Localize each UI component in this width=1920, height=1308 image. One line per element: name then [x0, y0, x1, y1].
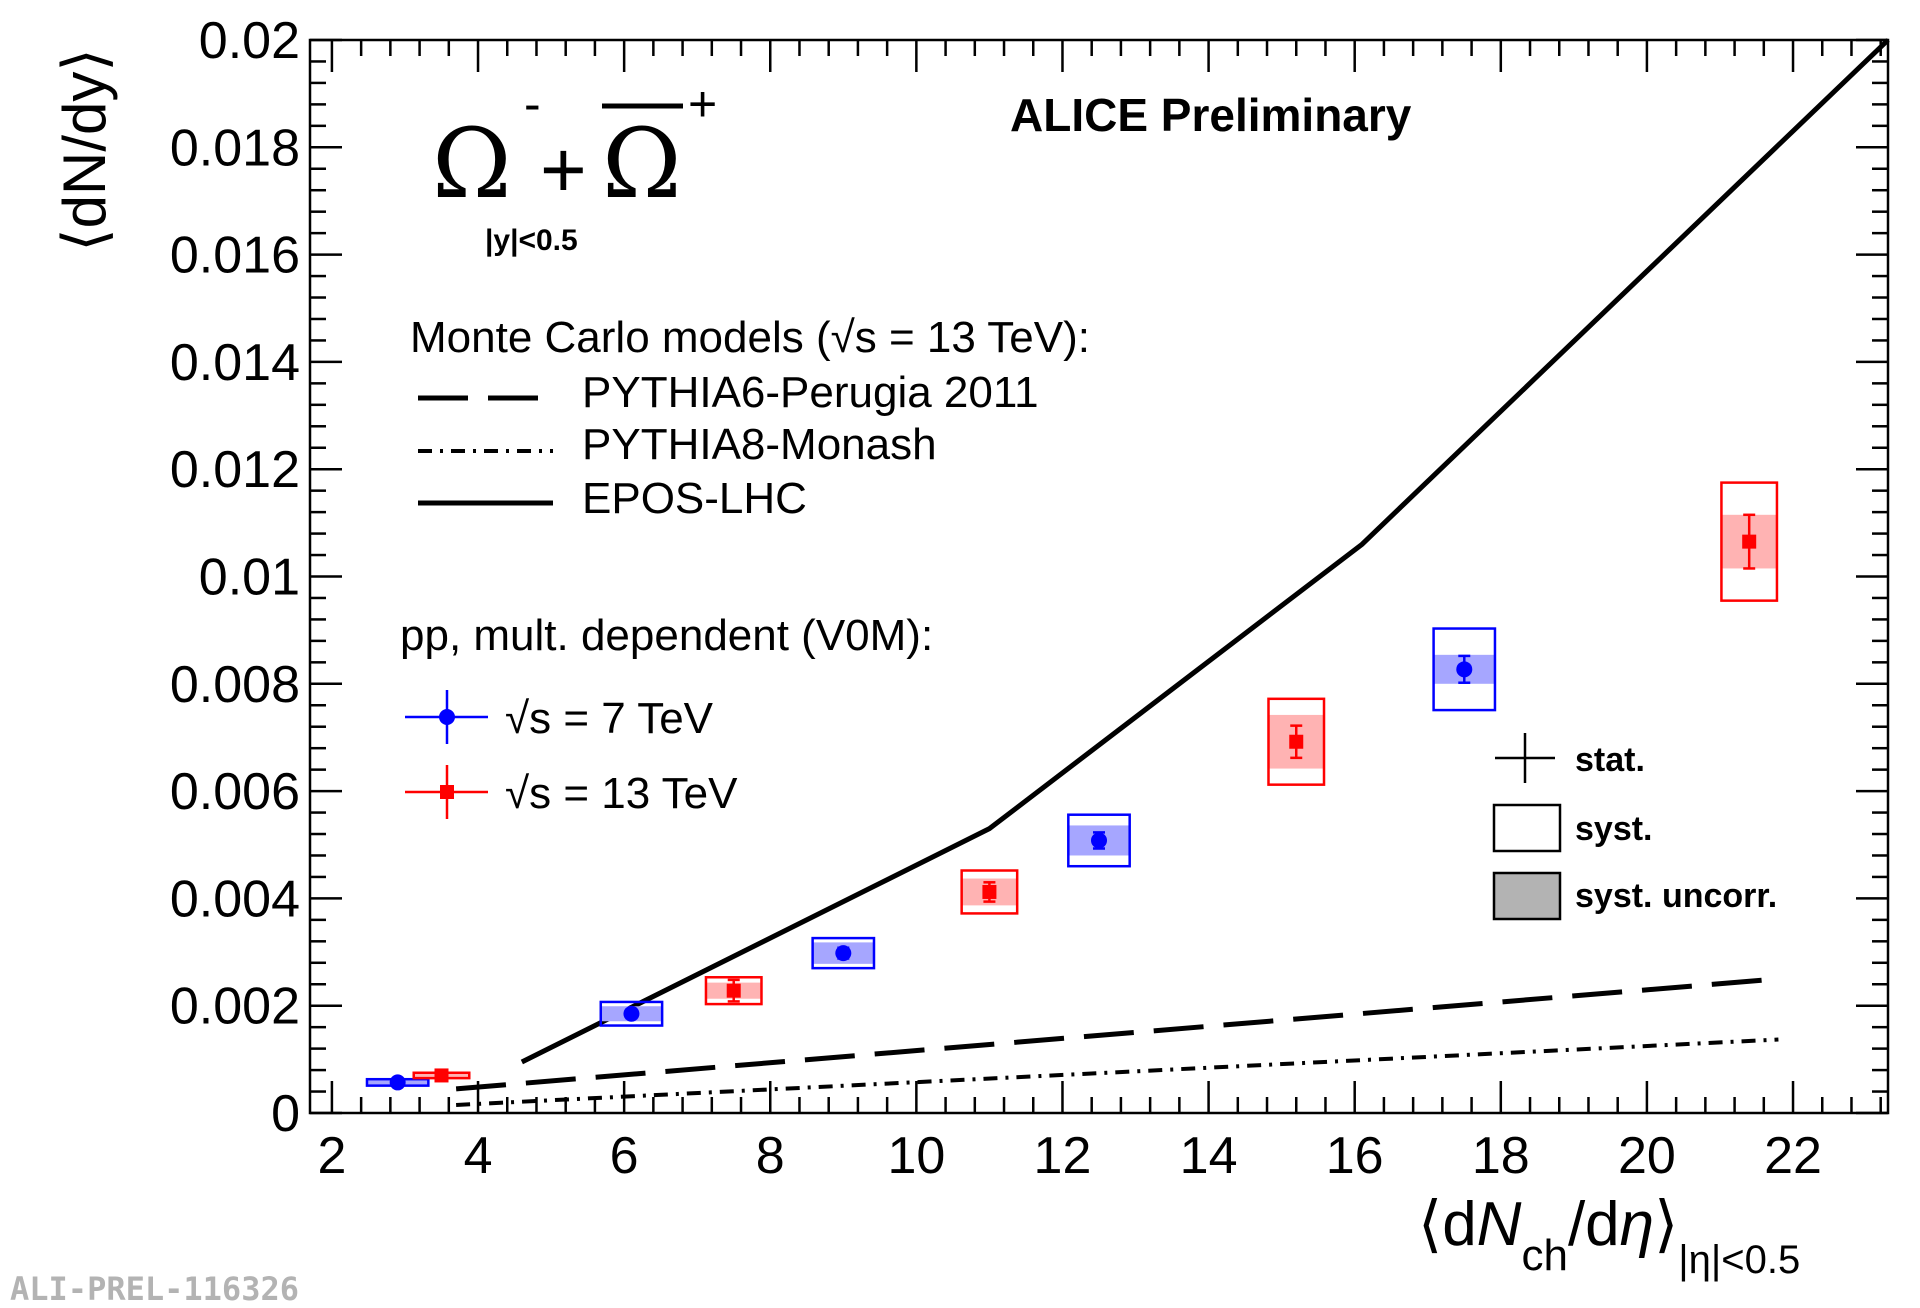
data-point-7tev: [1456, 661, 1473, 678]
syst-box: [811, 936, 876, 970]
y-tick-labels: 0 0.002 0.004 0.006 0.008 0.01 0.012 0.014 0.016…: [170, 12, 300, 1143]
data-legend: pp, mult. dependent (V0M): √s = 7 TeV √s…: [400, 611, 933, 819]
syst-box: [704, 976, 763, 1006]
data-point-13tev: [726, 983, 741, 998]
data-point-7tev: [835, 945, 852, 962]
data-point-13tev: [434, 1068, 449, 1083]
legend-label-stat: stat.: [1575, 741, 1645, 779]
data-point-13tev: [1742, 534, 1757, 549]
y-tick-label: 0.01: [199, 549, 300, 607]
x-tick-labels: 2 4 6 8 10 12 14 16 18 20 22: [317, 1127, 1821, 1185]
syst-box: [1432, 627, 1497, 712]
watermark: ALI-PREL-116326: [10, 1270, 299, 1308]
data-point-13tev: [1289, 734, 1304, 749]
y-tick-label: 0.008: [170, 656, 300, 714]
syst-box: [1267, 697, 1326, 786]
omega-minus: Ω: [432, 108, 512, 220]
syst-box: [960, 869, 1019, 915]
models-header: Monte Carlo models (√s = 13 TeV):: [410, 313, 1090, 362]
x-tick-label: 14: [1180, 1127, 1238, 1185]
y-tick-label: 0.006: [170, 763, 300, 821]
legend-label-7tev: √s = 7 TeV: [505, 694, 714, 743]
axis-ticks: [310, 38, 1888, 1115]
model-line-epos-lhc: [520, 38, 1890, 1065]
legend-label-13tev: √s = 13 TeV: [505, 769, 738, 818]
model-line-pythia8-monash: [456, 1037, 1779, 1107]
legend-label-syst: syst.: [1575, 810, 1653, 848]
syst-box: [599, 1000, 664, 1027]
plot-frame: [308, 38, 1890, 1115]
y-tick-label: 0.014: [170, 334, 300, 392]
y-tick-label: 0.02: [199, 12, 300, 70]
y-tick-label: 0.016: [170, 227, 300, 285]
legend-syst-box: [1492, 803, 1562, 853]
x-title-sub: ch: [1521, 1231, 1567, 1280]
y-tick-label: 0.004: [170, 870, 300, 928]
y-tick-label: 0: [271, 1085, 300, 1143]
legend-label-epos: EPOS-LHC: [582, 474, 807, 523]
x-tick-label: 12: [1034, 1127, 1092, 1185]
legend-13tev-marker: [440, 785, 454, 799]
data-header: pp, mult. dependent (V0M):: [400, 611, 933, 660]
model-line-pythia6-perugia-2011: [455, 976, 1779, 1092]
chart-title: ALICE Preliminary: [1010, 89, 1412, 141]
svg-text:⟨dNch/dη⟩|η|<0.5: ⟨dNch/dη⟩|η|<0.5: [1418, 1190, 1800, 1282]
data-point-7tev: [623, 1005, 640, 1022]
omega-plus-sign: +: [540, 125, 587, 214]
model-lines: [455, 38, 1890, 1107]
models-legend: Monte Carlo models (√s = 13 TeV): PYTHIA…: [410, 313, 1090, 523]
y-tick-label: 0.012: [170, 441, 300, 499]
data-points: [365, 481, 1779, 1091]
legend-syst-uncorr-box: [1492, 871, 1562, 921]
x-title-close: ⟩: [1654, 1190, 1678, 1259]
omega-plus-sup: +: [688, 76, 717, 132]
y-axis-title: ⟨dN/dy⟩: [51, 48, 118, 252]
x-title-cut: |η|<0.5: [1678, 1238, 1800, 1282]
x-tick-label: 2: [317, 1127, 346, 1185]
legend-label-pythia6: PYTHIA6-Perugia 2011: [582, 368, 1039, 417]
x-tick-label: 10: [887, 1127, 945, 1185]
x-tick-label: 18: [1472, 1127, 1530, 1185]
data-point-13tev: [982, 884, 997, 899]
x-tick-label: 22: [1764, 1127, 1822, 1185]
x-title-eta: η: [1620, 1190, 1654, 1259]
x-tick-label: 4: [464, 1127, 493, 1185]
particle-label: Ω - + Ω + |y|<0.5: [432, 76, 717, 257]
syst-box: [1720, 481, 1779, 602]
rapidity-cut: |y|<0.5: [485, 224, 578, 257]
x-tick-label: 16: [1326, 1127, 1384, 1185]
x-tick-label: 6: [610, 1127, 639, 1185]
syst-box: [1067, 813, 1131, 868]
legend-7tev-marker: [439, 709, 455, 725]
x-axis-title: ⟨dNch/dη⟩|η|<0.5: [1418, 1190, 1800, 1282]
x-title-n: N: [1477, 1190, 1522, 1259]
legend-label-pythia8: PYTHIA8-Monash: [582, 420, 937, 469]
data-point-7tev: [389, 1074, 406, 1091]
y-tick-label: 0.002: [170, 978, 300, 1036]
x-tick-label: 8: [756, 1127, 785, 1185]
omega-anti: Ω: [602, 108, 682, 220]
legend-label-syst-uncorr: syst. uncorr.: [1575, 877, 1777, 915]
x-tick-label: 20: [1618, 1127, 1676, 1185]
data-point-7tev: [1091, 832, 1107, 849]
x-title-slash: /d: [1568, 1190, 1620, 1259]
uncertainty-legend: stat. syst. syst. uncorr.: [1492, 733, 1777, 921]
y-tick-label: 0.018: [170, 119, 300, 177]
x-title-open: ⟨d: [1418, 1190, 1477, 1259]
omega-minus-sup: -: [524, 76, 541, 132]
